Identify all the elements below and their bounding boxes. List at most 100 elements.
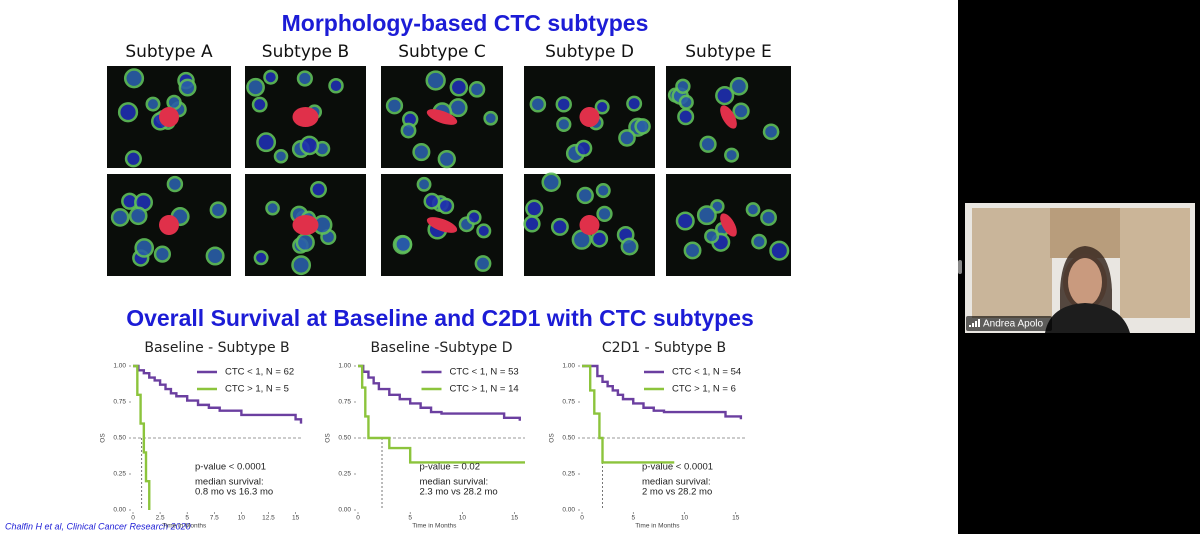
cell — [760, 209, 777, 227]
cell — [699, 135, 717, 153]
cell — [555, 96, 572, 113]
cell — [416, 176, 432, 192]
annotation: median survival: — [642, 477, 711, 488]
x-tick-label: 10 — [459, 515, 467, 522]
ctc-cell — [159, 107, 179, 127]
ctc-cell — [292, 107, 319, 127]
cell — [634, 118, 651, 135]
y-axis-label: OS — [549, 433, 556, 443]
video-tile: Andrea Apolo — [958, 203, 1195, 333]
x-axis-label: Time in Months — [162, 523, 207, 530]
cell — [246, 77, 265, 97]
cell — [423, 192, 441, 210]
legend-label: CTC > 1, N = 14 — [450, 384, 519, 395]
legend-label: CTC < 1, N = 53 — [450, 367, 519, 378]
x-tick-label: 0 — [131, 515, 135, 522]
ctc-cell — [426, 217, 458, 233]
cell — [134, 238, 155, 258]
cell — [400, 122, 417, 139]
participant-name: Andrea Apolo — [983, 319, 1043, 330]
cell — [678, 94, 694, 110]
y-tick-label: 0.75 — [562, 399, 575, 406]
y-tick-label: 0.25 — [113, 471, 126, 478]
y-tick-label: 0.00 — [113, 507, 126, 514]
cell — [123, 68, 145, 89]
cell — [437, 149, 456, 169]
x-tick-label: 10 — [681, 515, 689, 522]
resize-handle[interactable] — [958, 260, 962, 274]
y-tick-label: 0.50 — [562, 435, 575, 442]
cell — [166, 94, 182, 111]
cell — [769, 240, 790, 261]
annotation: 2.3 mo vs 28.2 mo — [420, 487, 498, 498]
y-tick-label: 1.00 — [338, 363, 351, 370]
cell — [696, 205, 717, 226]
cell — [273, 148, 289, 164]
km-curve — [133, 364, 303, 424]
x-tick-label: 15 — [732, 515, 740, 522]
cell — [715, 86, 735, 106]
cell — [110, 208, 130, 227]
x-tick-label: 5 — [185, 515, 189, 522]
x-tick-label: 12.5 — [262, 515, 275, 522]
signal-bar — [969, 325, 971, 327]
cell — [724, 147, 740, 163]
cell — [596, 205, 613, 223]
cell — [153, 245, 171, 263]
ctc-cell — [720, 105, 737, 129]
ctc-cell — [720, 213, 737, 237]
cell — [449, 77, 469, 97]
name-badge — [966, 316, 1052, 331]
cell — [328, 78, 344, 94]
ctc-cell — [426, 109, 458, 125]
cell — [128, 206, 148, 226]
cell — [683, 241, 702, 260]
cell — [178, 78, 197, 97]
cell — [263, 69, 279, 85]
cell — [253, 250, 269, 266]
cell — [745, 202, 761, 217]
cell — [394, 235, 413, 254]
cell — [595, 183, 611, 199]
cell — [704, 228, 720, 244]
cell — [590, 230, 609, 248]
x-tick-label: 0 — [356, 515, 360, 522]
cell — [468, 81, 486, 98]
cell — [117, 102, 139, 123]
chart-title: Baseline -Subtype D — [370, 340, 512, 356]
annotation: p-value < 0.0001 — [195, 462, 266, 473]
cell — [291, 255, 312, 276]
annotation: median survival: — [420, 477, 489, 488]
km-curve — [133, 364, 151, 510]
subtype-label: Subtype C — [398, 42, 486, 62]
cell — [576, 186, 594, 205]
x-tick-label: 5 — [408, 515, 412, 522]
cell — [256, 132, 277, 153]
x-tick-label: 0 — [580, 515, 584, 522]
cell — [166, 175, 184, 193]
cell — [299, 135, 320, 156]
cell — [209, 201, 227, 219]
x-tick-label: 5 — [631, 515, 635, 522]
y-tick-label: 1.00 — [113, 363, 126, 370]
subtype-label: Subtype A — [125, 42, 213, 62]
cell — [550, 217, 569, 236]
cell — [474, 255, 492, 272]
signal-bar — [978, 319, 980, 327]
bookshelf — [972, 208, 1052, 318]
cell — [466, 209, 482, 225]
legend-label: CTC < 1, N = 54 — [672, 367, 741, 378]
subtype-label: Subtype B — [262, 42, 349, 62]
signal-bar — [975, 321, 977, 327]
cell — [385, 97, 404, 115]
annotation: p-value = 0.02 — [420, 462, 480, 473]
subtype-label: Subtype D — [545, 42, 634, 62]
cell — [251, 96, 268, 113]
ctc-cell — [292, 215, 319, 235]
bookshelf — [1120, 208, 1190, 318]
cell — [437, 197, 455, 215]
cell — [412, 143, 431, 162]
legend-label: CTC > 1, N = 6 — [672, 384, 736, 395]
cell — [425, 70, 446, 91]
